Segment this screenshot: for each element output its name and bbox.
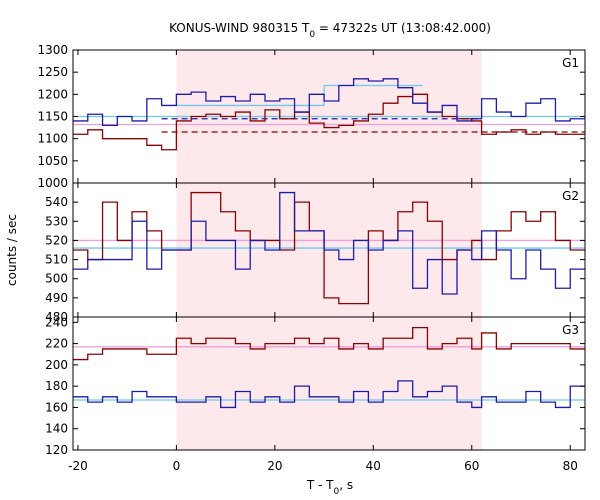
x-tick-label: 0 bbox=[173, 459, 181, 473]
panel-g1: 1000 1050 1100 1150 1200 1250 1300 G1 bbox=[37, 43, 586, 190]
histogram-series-red bbox=[73, 191, 585, 305]
y-tick-label: 1050 bbox=[37, 154, 68, 168]
y-tick-label: 240 bbox=[45, 315, 68, 329]
panel-frame bbox=[72, 316, 586, 451]
y-tick-label: 490 bbox=[45, 291, 68, 305]
panels: 1000105011001150120012501300G14804905005… bbox=[37, 43, 586, 473]
x-tick-label: -20 bbox=[68, 459, 88, 473]
panel-g3: 120 140 160 180 200 220 240 G3 bbox=[45, 315, 586, 457]
y-axis-label: counts / sec bbox=[5, 214, 19, 286]
panel-label: G2 bbox=[562, 189, 579, 203]
y-tick-label: 510 bbox=[45, 253, 68, 267]
y-tick-label: 530 bbox=[45, 214, 68, 228]
y-tick-label: 1300 bbox=[37, 43, 68, 57]
panel-label: G3 bbox=[562, 323, 579, 337]
chart-title-rest: = 47322s UT (13:08:42.000) bbox=[315, 21, 491, 35]
x-axis-label: T - T0, s bbox=[306, 478, 353, 497]
x-tick-label: 20 bbox=[267, 459, 282, 473]
y-tick-label: 540 bbox=[45, 195, 68, 209]
histogram-series-red bbox=[73, 93, 585, 151]
x-axis-label-main: T - T bbox=[306, 478, 334, 492]
y-tick-label: 120 bbox=[45, 443, 68, 457]
chart-title-subscript: 0 bbox=[309, 30, 315, 40]
x-tick-label: 40 bbox=[366, 459, 381, 473]
y-tick-label: 180 bbox=[45, 379, 68, 393]
y-tick-label: 140 bbox=[45, 422, 68, 436]
chart-title-main: KONUS-WIND 980315 T bbox=[169, 21, 310, 35]
histogram-series-blue bbox=[73, 78, 585, 127]
histogram-series-blue bbox=[73, 191, 585, 295]
chart-title: KONUS-WIND 980315 T0 = 47322s UT (13:08:… bbox=[169, 21, 491, 40]
x-tick-label: 60 bbox=[464, 459, 479, 473]
histogram-series-red bbox=[73, 326, 585, 361]
x-axis-label-rest: , s bbox=[339, 478, 353, 492]
panel-g2: 480 490 500 510 520 530 540 G2 bbox=[45, 182, 586, 324]
histogram-series-blue bbox=[73, 380, 585, 409]
panel-label: G1 bbox=[562, 56, 579, 70]
y-tick-label: 520 bbox=[45, 233, 68, 247]
y-tick-label: 1250 bbox=[37, 65, 68, 79]
shaded-interval bbox=[176, 317, 482, 450]
y-tick-label: 220 bbox=[45, 337, 68, 351]
y-tick-label: 200 bbox=[45, 358, 68, 372]
y-tick-label: 1200 bbox=[37, 87, 68, 101]
y-tick-label: 1000 bbox=[37, 176, 68, 190]
y-tick-label: 1100 bbox=[37, 132, 68, 146]
x-axis-label-subscript: 0 bbox=[334, 487, 340, 497]
y-tick-label: 500 bbox=[45, 272, 68, 286]
y-tick-label: 480 bbox=[45, 310, 68, 324]
y-tick-label: 1150 bbox=[37, 110, 68, 124]
x-tick-label: 80 bbox=[563, 459, 578, 473]
y-tick-label: 160 bbox=[45, 400, 68, 414]
